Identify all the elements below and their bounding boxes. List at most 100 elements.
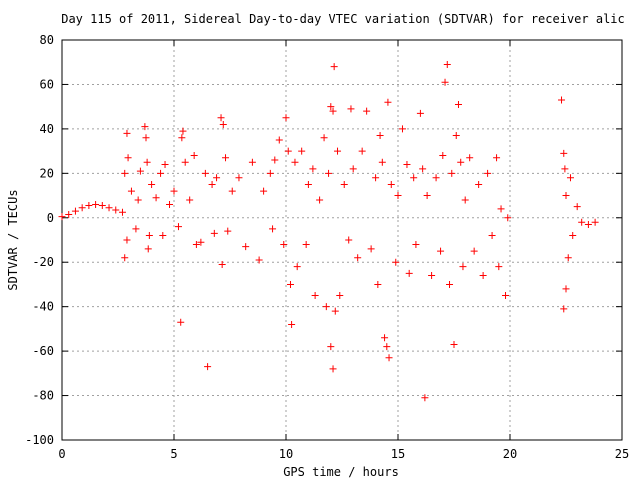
data-point xyxy=(298,147,306,155)
data-point xyxy=(148,180,156,188)
data-point xyxy=(392,258,400,266)
data-point xyxy=(65,210,73,218)
data-point xyxy=(204,363,212,371)
grid-layer xyxy=(62,40,622,440)
data-point xyxy=(320,134,328,142)
data-point xyxy=(322,303,330,311)
data-point xyxy=(123,236,131,244)
data-point xyxy=(398,125,406,133)
data-point xyxy=(127,187,135,195)
data-point xyxy=(166,200,174,208)
y-tick-label: -40 xyxy=(32,300,54,314)
data-point xyxy=(562,192,570,200)
x-tick-label: 10 xyxy=(279,447,293,461)
data-point xyxy=(358,147,366,155)
y-tick-label: 20 xyxy=(40,166,54,180)
data-point xyxy=(405,269,413,277)
data-point xyxy=(384,98,392,106)
data-point xyxy=(174,223,182,231)
data-point xyxy=(336,292,344,300)
data-point xyxy=(275,136,283,144)
data-point xyxy=(428,272,436,280)
data-point xyxy=(213,174,221,182)
data-point xyxy=(186,196,194,204)
data-point xyxy=(71,207,79,215)
data-point xyxy=(349,165,357,173)
data-point xyxy=(569,232,577,240)
data-point xyxy=(293,263,301,271)
data-point xyxy=(452,132,460,140)
data-point xyxy=(327,103,335,111)
data-point xyxy=(479,272,487,280)
data-point xyxy=(192,240,200,248)
data-point xyxy=(560,149,568,157)
data-point xyxy=(170,187,178,195)
data-point xyxy=(260,187,268,195)
x-tick-label: 25 xyxy=(615,447,629,461)
data-point xyxy=(448,169,456,177)
data-point xyxy=(363,107,371,115)
data-point xyxy=(385,354,393,362)
data-point xyxy=(208,180,216,188)
data-point xyxy=(376,132,384,140)
data-point xyxy=(178,134,186,142)
data-point xyxy=(403,160,411,168)
data-point xyxy=(121,169,129,177)
data-point xyxy=(309,165,317,173)
data-point xyxy=(152,194,160,202)
data-point xyxy=(121,254,129,262)
data-point xyxy=(566,174,574,182)
data-point xyxy=(161,160,169,168)
data-point xyxy=(123,129,131,137)
data-point xyxy=(118,208,126,216)
data-point xyxy=(412,240,420,248)
data-point xyxy=(159,232,167,240)
data-point xyxy=(222,154,230,162)
data-point xyxy=(271,156,279,164)
data-point xyxy=(367,245,375,253)
data-point xyxy=(311,292,319,300)
data-point xyxy=(461,196,469,204)
data-point xyxy=(143,158,151,166)
y-tick-label: -100 xyxy=(25,433,54,447)
data-point xyxy=(242,243,250,251)
data-point xyxy=(132,225,140,233)
data-point xyxy=(92,200,100,208)
data-point xyxy=(564,254,572,262)
data-point xyxy=(374,280,382,288)
y-tick-label: 40 xyxy=(40,122,54,136)
data-point xyxy=(421,394,429,402)
data-point xyxy=(179,127,187,135)
data-point xyxy=(266,169,274,177)
data-point xyxy=(105,204,113,212)
y-tick-label: 60 xyxy=(40,77,54,91)
data-point xyxy=(134,196,142,204)
data-point xyxy=(502,292,510,300)
data-point xyxy=(504,214,512,222)
data-point xyxy=(443,60,451,68)
data-point xyxy=(316,196,324,204)
data-point xyxy=(112,206,120,214)
data-point xyxy=(124,154,132,162)
data-point xyxy=(145,232,153,240)
data-point xyxy=(497,205,505,213)
data-point xyxy=(217,114,225,122)
data-point xyxy=(446,280,454,288)
data-point xyxy=(573,203,581,211)
x-tick-label: 5 xyxy=(170,447,177,461)
x-tick-label: 0 xyxy=(58,447,65,461)
data-point xyxy=(291,158,299,166)
data-point xyxy=(560,305,568,313)
data-point xyxy=(387,180,395,188)
y-axis-label: SDTVAR / TECUs xyxy=(6,189,20,290)
data-point xyxy=(141,123,149,131)
data-point xyxy=(177,318,185,326)
data-point xyxy=(304,180,312,188)
data-point xyxy=(181,158,189,166)
data-point xyxy=(85,202,93,210)
data-point xyxy=(142,134,150,142)
data-point xyxy=(235,174,243,182)
data-point xyxy=(439,152,447,160)
data-point xyxy=(218,260,226,268)
data-point xyxy=(459,263,467,271)
